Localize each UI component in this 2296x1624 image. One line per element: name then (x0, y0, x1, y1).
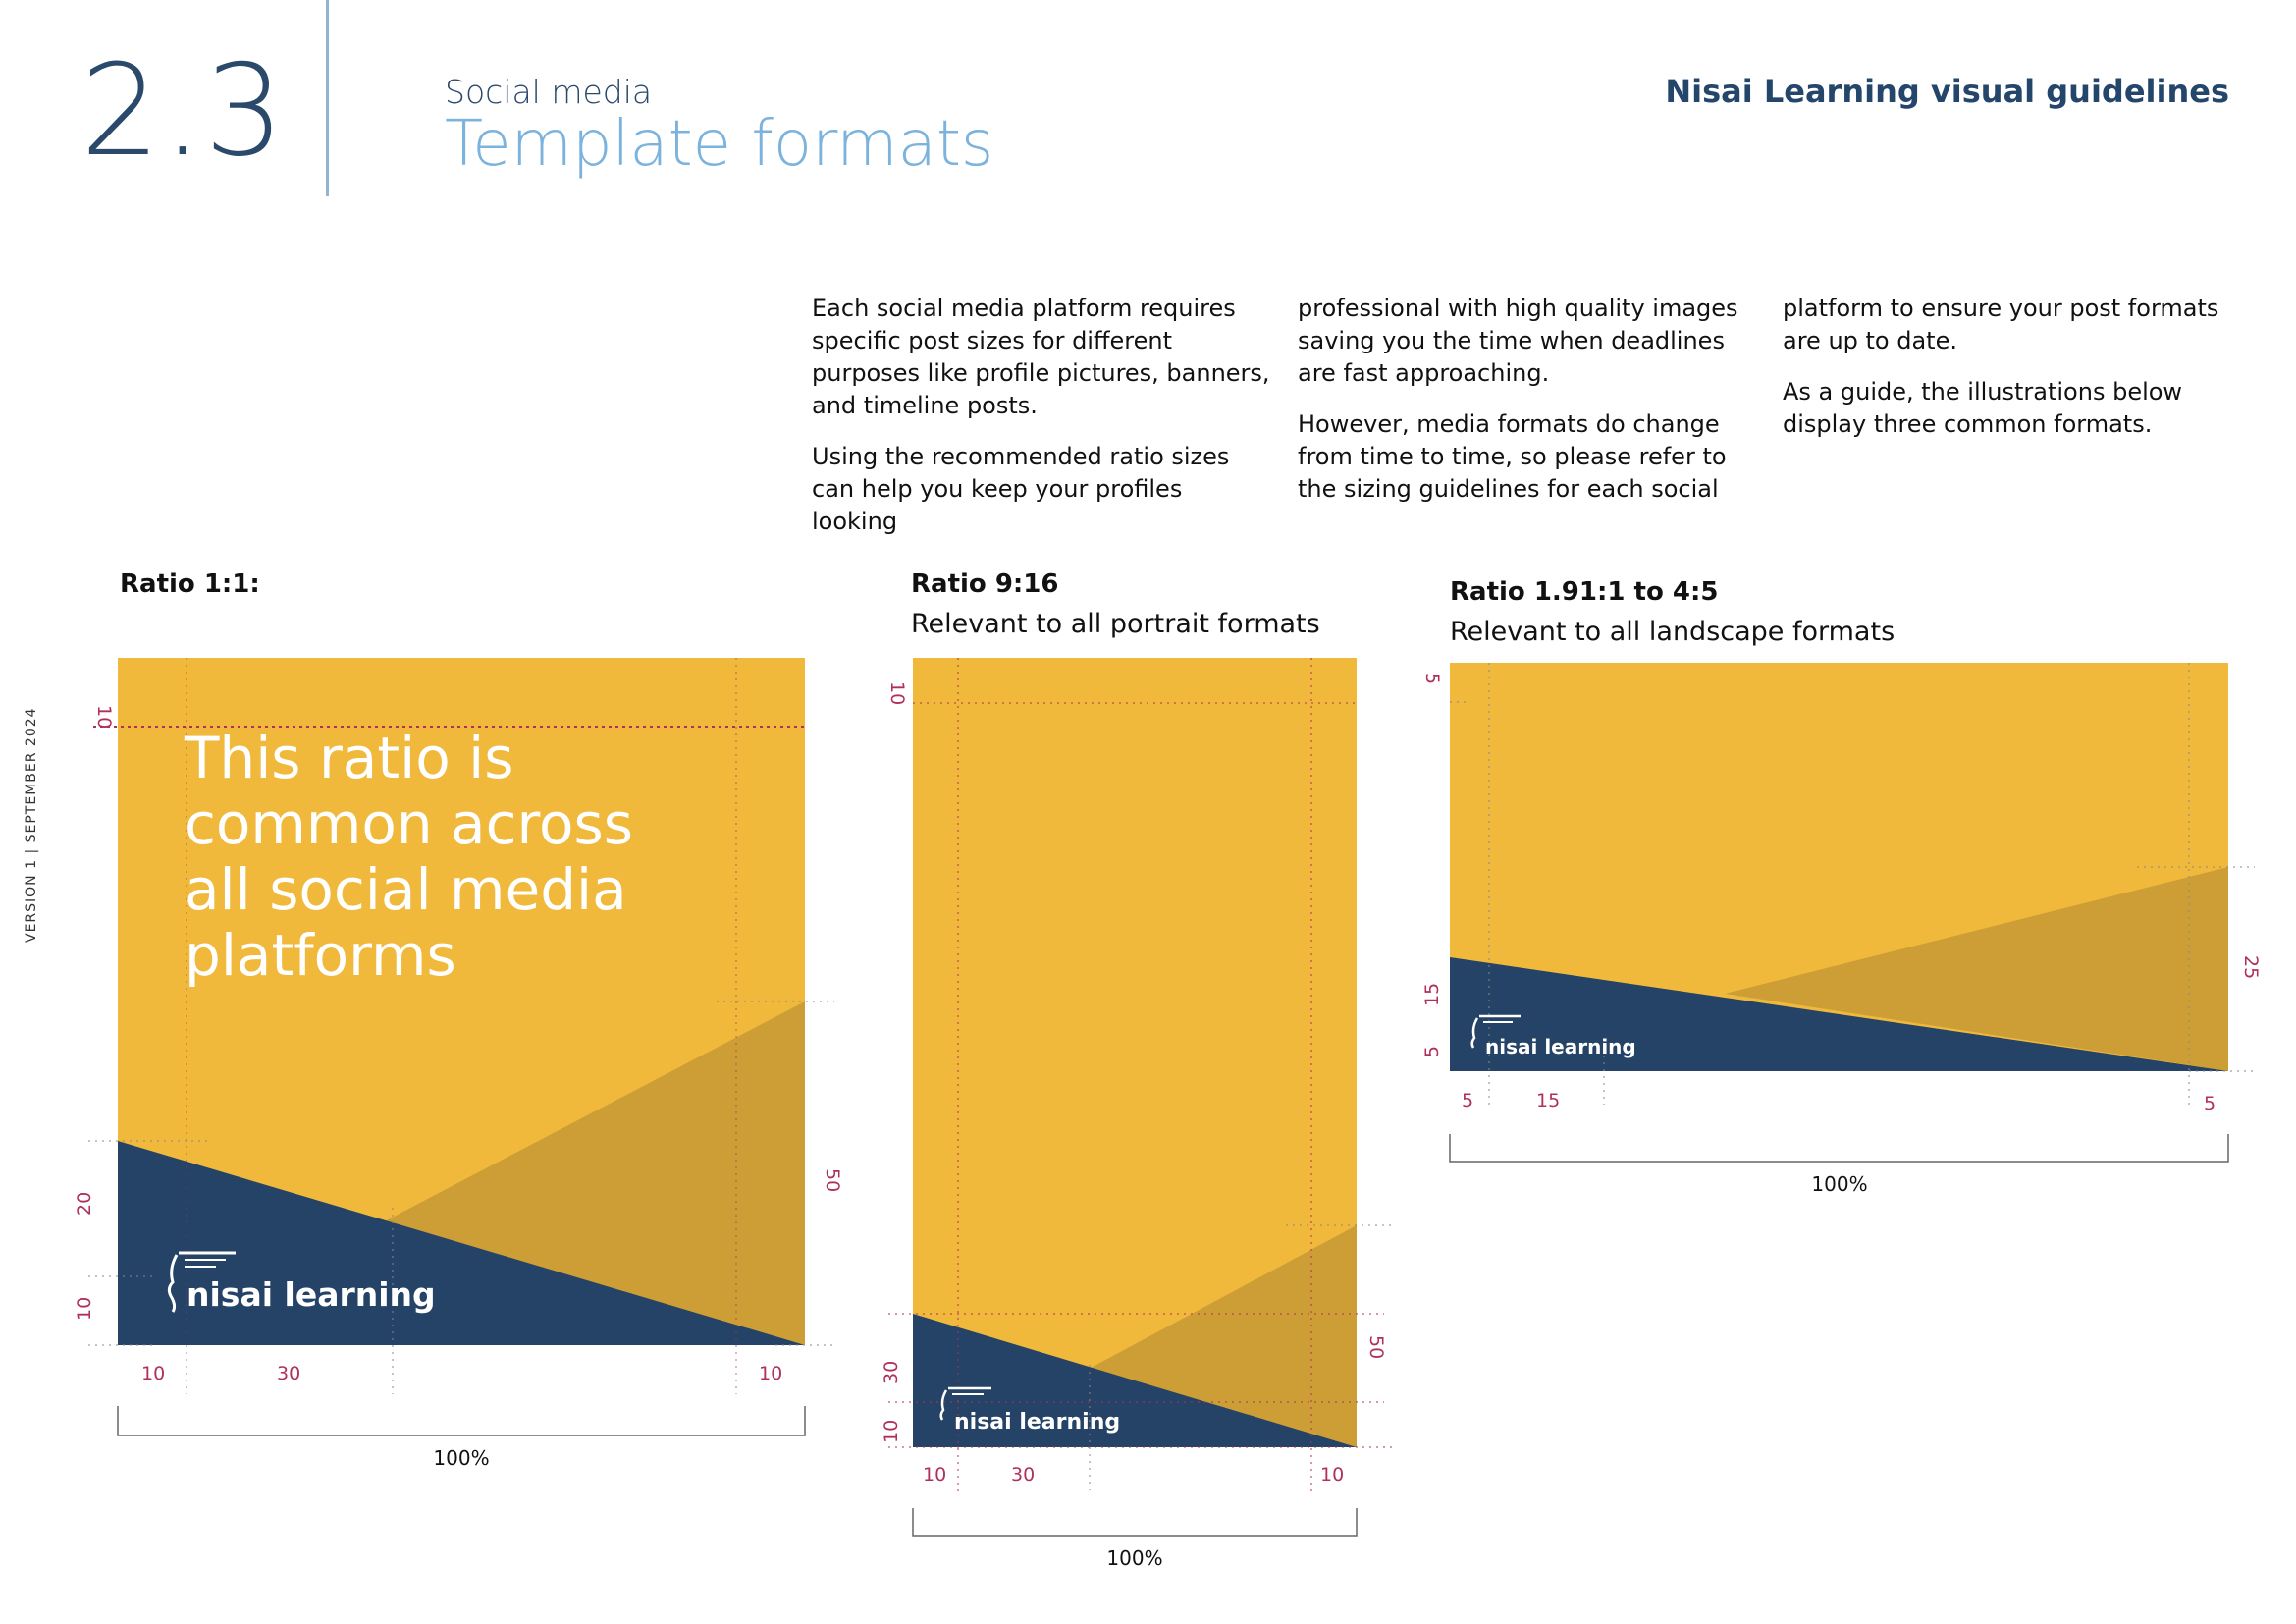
intro-paragraph: platform to ensure your post formats are… (1783, 295, 2219, 354)
measure-label: 10 (74, 1297, 95, 1321)
format-1-headline-line: all social media (185, 856, 627, 923)
format-3-title: Ratio 1.91:1 to 4:5 (1450, 577, 1719, 607)
measure-label: 5 (1421, 1046, 1443, 1057)
format-2-title: Ratio 9:16 (911, 569, 1059, 599)
width-bracket (1449, 1134, 2229, 1163)
width-label: 100% (433, 1446, 489, 1470)
format-2-illustration: nisai learning 10 30 10 50 10 30 10 100% (881, 658, 1394, 1570)
format-2-logo-text: nisai learning (954, 1410, 1120, 1435)
nisai-logo-icon (1470, 1014, 1521, 1049)
measure-label: 5 (2204, 1093, 2216, 1114)
format-1-headline-line: platforms (185, 922, 456, 989)
format-1-logo-text: nisai learning (187, 1275, 436, 1314)
measure-label: 10 (1320, 1464, 1344, 1486)
measure-label: 30 (881, 1361, 902, 1384)
intro-paragraph: As a guide, the illustrations below disp… (1783, 378, 2183, 438)
measure-label: 10 (886, 681, 908, 705)
measure-label: 15 (1421, 983, 1443, 1006)
measure-label: 20 (74, 1192, 95, 1216)
format-3-subtitle: Relevant to all landscape formats (1450, 617, 1896, 647)
measure-label: 5 (1421, 673, 1443, 684)
intro-paragraph: Each social media platform requires spec… (812, 295, 1270, 419)
width-label: 100% (1106, 1546, 1162, 1570)
measure-label: 50 (1365, 1335, 1387, 1359)
format-3-navy-shape (1450, 957, 2228, 1071)
nisai-logo-icon (939, 1386, 991, 1421)
measure-label: 50 (822, 1168, 843, 1192)
section-kicker: Social media (445, 73, 653, 111)
measure-label: 25 (2240, 955, 2262, 979)
measure-label: 30 (277, 1363, 300, 1384)
format-2-subtitle: Relevant to all portrait formats (911, 609, 1320, 639)
width-label: 100% (1811, 1172, 1867, 1196)
format-3-accent-shape (1725, 867, 2228, 1071)
measure-label: 10 (93, 705, 115, 729)
measure-label: 10 (759, 1363, 782, 1384)
header-divider (326, 0, 329, 196)
measure-label: 10 (923, 1464, 946, 1486)
format-1-headline-line: This ratio is (184, 725, 513, 791)
section-number: 2.3 (80, 38, 287, 185)
intro-column-2: professional with high quality images sa… (1298, 293, 1759, 524)
format-1-title: Ratio 1:1: (120, 569, 260, 599)
width-bracket (912, 1508, 1358, 1537)
intro-paragraph: professional with high quality images sa… (1298, 295, 1738, 387)
format-1-navy-shape (118, 1141, 805, 1345)
version-label: VERSION 1 | SEPTEMBER 2024 (24, 707, 39, 943)
format-2-navy-shape (913, 1314, 1357, 1447)
intro-paragraph: However, media formats do change from ti… (1298, 410, 1727, 503)
format-1-accent-shape (373, 1001, 805, 1345)
format-1-illustration: This ratio is common across all social m… (74, 658, 843, 1470)
width-bracket (117, 1406, 806, 1436)
intro-column-3: platform to ensure your post formats are… (1783, 293, 2244, 460)
intro-column-1: Each social media platform requires spec… (812, 293, 1273, 557)
format-2-accent-shape (1082, 1225, 1357, 1447)
brand-title: Nisai Learning visual guidelines (1665, 73, 2229, 110)
format-3-logo-text: nisai learning (1485, 1035, 1636, 1058)
intro-paragraph: Using the recommended ratio sizes can he… (812, 443, 1230, 535)
measure-label: 10 (881, 1420, 902, 1443)
format-1-headline-line: common across (185, 790, 633, 857)
format-3-illustration: nisai learning 5 15 5 25 5 15 5 100% (1421, 663, 2262, 1196)
measure-label: 30 (1011, 1464, 1035, 1486)
measure-label: 10 (141, 1363, 165, 1384)
measure-label: 15 (1536, 1090, 1560, 1111)
page-title: Template formats (445, 108, 994, 181)
nisai-logo-icon (167, 1251, 236, 1313)
measure-label: 5 (1462, 1090, 1473, 1111)
